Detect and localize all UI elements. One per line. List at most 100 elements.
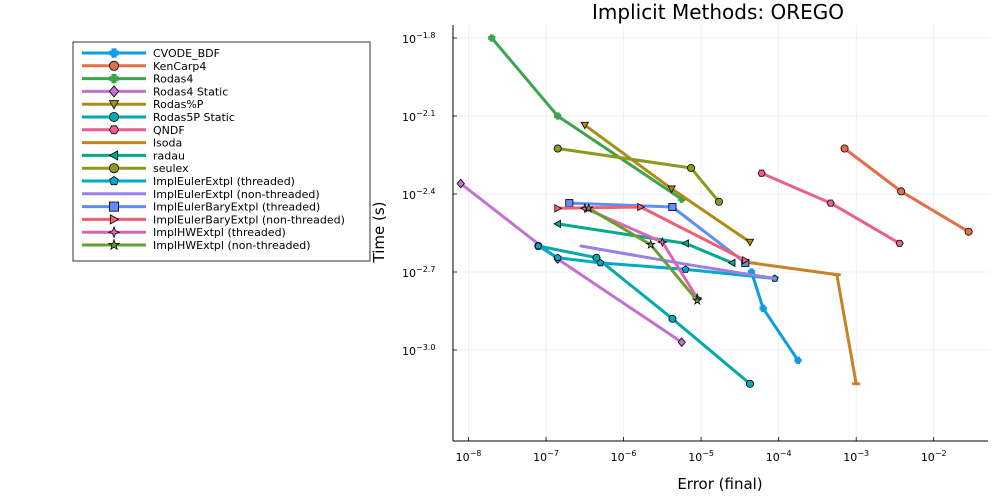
legend-label: ImplEulerExtpl (threaded) — [153, 175, 295, 188]
legend-item: CVODE_BDF — [82, 47, 220, 60]
data-point — [553, 144, 562, 153]
axes: 10−8 10−7 10−6 10−5 10−4 10−3 10−2 10−1.8 10−2.1… — [402, 25, 988, 464]
data-point — [964, 227, 973, 236]
data-point — [745, 238, 755, 247]
legend-marker — [109, 112, 120, 123]
series-2 — [488, 34, 686, 203]
data-point — [681, 265, 690, 273]
legend-label: ImplEulerBaryExtpl (non-threaded) — [153, 213, 345, 226]
series-4 — [580, 121, 755, 247]
data-point — [759, 304, 767, 312]
data-point — [645, 239, 656, 250]
y-tick-label: 10−3.0 — [402, 343, 435, 358]
series-15 — [583, 202, 703, 305]
data-point — [742, 256, 750, 265]
legend-item: Rodas%P — [82, 98, 204, 111]
legend-marker — [109, 163, 120, 174]
data-point — [553, 253, 562, 262]
legend-label: lsoda — [153, 137, 182, 150]
x-tick-label: 10−6 — [611, 449, 637, 464]
data-point — [692, 295, 703, 305]
data-point — [832, 273, 841, 276]
data-point — [747, 261, 756, 265]
data-point — [727, 258, 736, 268]
legend-marker — [108, 125, 120, 135]
data-point — [794, 356, 802, 364]
legend-label: radau — [153, 149, 185, 162]
x-axis-label: Error (final) — [677, 475, 762, 493]
data-point — [687, 163, 696, 172]
data-point — [534, 241, 543, 250]
legend-label: Rodas5P Static — [153, 111, 235, 124]
series-8 — [553, 219, 736, 268]
data-point — [681, 239, 689, 248]
legend-label: seulex — [153, 162, 189, 175]
legend-marker — [107, 225, 121, 239]
data-point — [677, 337, 686, 348]
legend-item: KenCarp4 — [82, 60, 206, 73]
data-point — [897, 187, 906, 196]
x-tick-label: 10−3 — [843, 449, 869, 464]
legend-item: Rodas4 — [82, 73, 193, 86]
data-point — [596, 258, 605, 267]
legend-item: lsoda — [82, 137, 182, 150]
data-point — [565, 199, 574, 208]
legend-label: Rodas4 Static — [153, 85, 228, 98]
series-line — [579, 244, 777, 280]
x-tick-label: 10−7 — [533, 449, 559, 464]
data-point — [554, 204, 563, 213]
legend-marker — [109, 214, 120, 225]
legend-marker — [108, 85, 120, 98]
legend-label: ImplEulerExtpl (non-threaded) — [153, 188, 320, 201]
plot-series — [456, 34, 973, 388]
chart-title: Implicit Methods: OREGO — [592, 0, 844, 24]
data-point — [668, 314, 677, 323]
legend-item: seulex — [82, 162, 189, 175]
legend-label: Rodas%P — [153, 98, 204, 111]
y-tick-label: 10−2.1 — [402, 109, 435, 124]
data-point — [895, 239, 904, 247]
legend-item: QNDF — [82, 124, 185, 137]
legend-marker — [109, 48, 119, 58]
legend-marker — [108, 100, 120, 110]
y-tick-label: 10−2.7 — [402, 265, 435, 280]
data-point — [554, 112, 562, 120]
series-7 — [747, 261, 861, 386]
data-point — [637, 202, 646, 212]
legend-marker — [109, 201, 120, 212]
legend-item: radau — [82, 149, 185, 162]
legend-item: Rodas4 Static — [82, 85, 228, 98]
data-point — [714, 197, 723, 206]
legend-label: KenCarp4 — [153, 60, 206, 73]
legend-label: ImplHWExtpl (threaded) — [153, 226, 286, 239]
x-tick-label: 10−5 — [688, 449, 714, 464]
data-point — [488, 34, 496, 42]
data-point — [580, 121, 590, 130]
legend-marker — [109, 60, 120, 71]
data-point — [667, 185, 676, 194]
legend-label: ImplEulerBaryExtpl (threaded) — [153, 201, 320, 214]
legend-marker — [109, 175, 119, 186]
legend-label: QNDF — [153, 124, 185, 137]
legend-label: ImplHWExtpl (non-threaded) — [153, 239, 311, 252]
data-point — [757, 169, 766, 177]
y-tick-label: 10−2.4 — [402, 187, 435, 202]
legend-marker — [107, 238, 121, 251]
data-point — [668, 202, 677, 211]
data-point — [583, 202, 594, 213]
legend-marker — [109, 74, 119, 84]
x-tick-label: 10−8 — [456, 449, 482, 464]
y-tick-label: 10−1.8 — [402, 31, 435, 46]
x-tick-label: 10−4 — [766, 449, 792, 464]
data-point — [852, 382, 861, 386]
x-tick-label: 10−2 — [921, 449, 947, 464]
legend-item: ImplEulerExtpl (threaded) — [82, 175, 295, 188]
data-point — [826, 199, 835, 207]
legend-label: Rodas4 — [153, 73, 193, 86]
legend-marker — [108, 150, 119, 161]
data-point — [745, 379, 754, 388]
legend-item: ImplHWExtpl (threaded) — [82, 225, 286, 239]
legend-item: ImplHWExtpl (non-threaded) — [82, 238, 311, 252]
